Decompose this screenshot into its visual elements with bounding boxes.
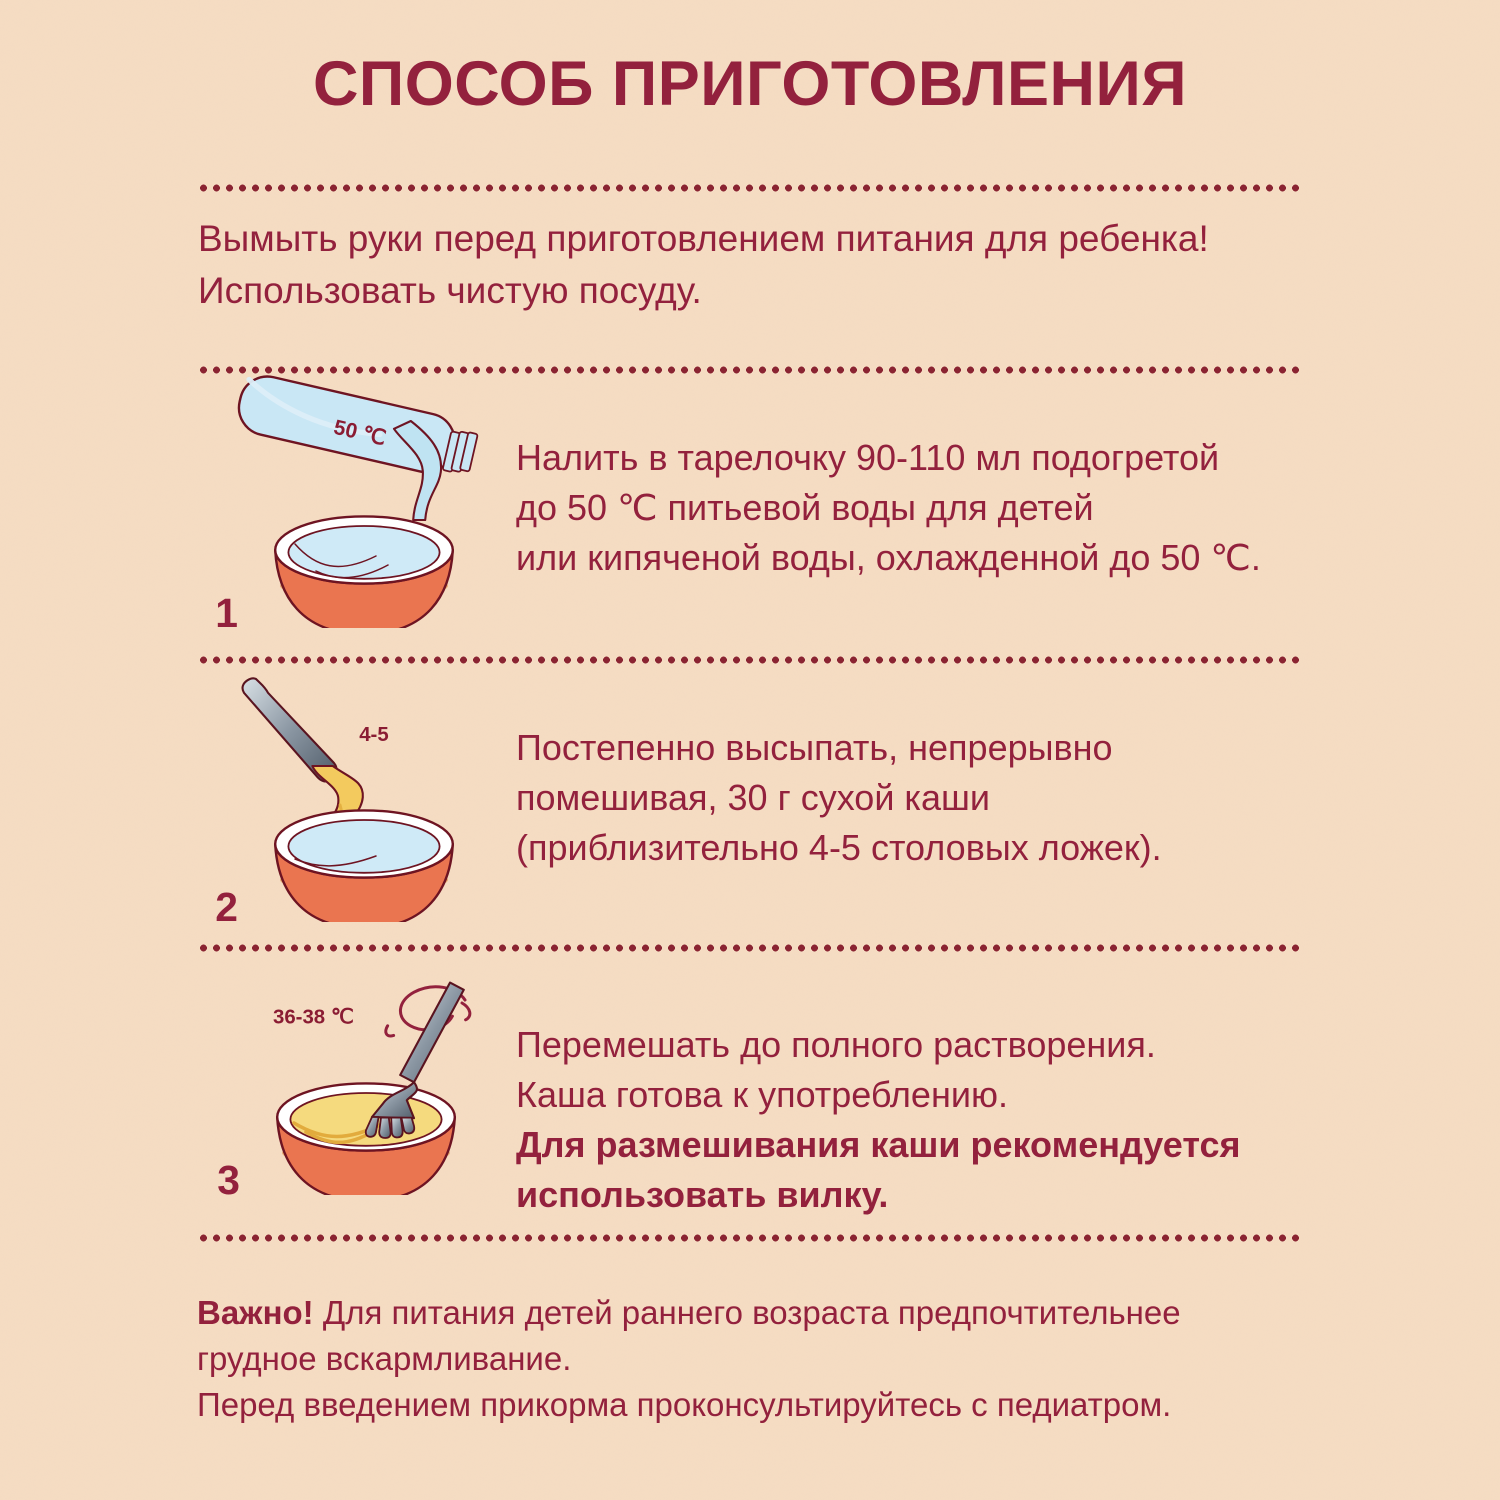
svg-text:4-5: 4-5 bbox=[359, 724, 388, 746]
svg-text:3: 3 bbox=[217, 1157, 240, 1195]
svg-text:36-38 ℃: 36-38 ℃ bbox=[273, 1006, 354, 1028]
